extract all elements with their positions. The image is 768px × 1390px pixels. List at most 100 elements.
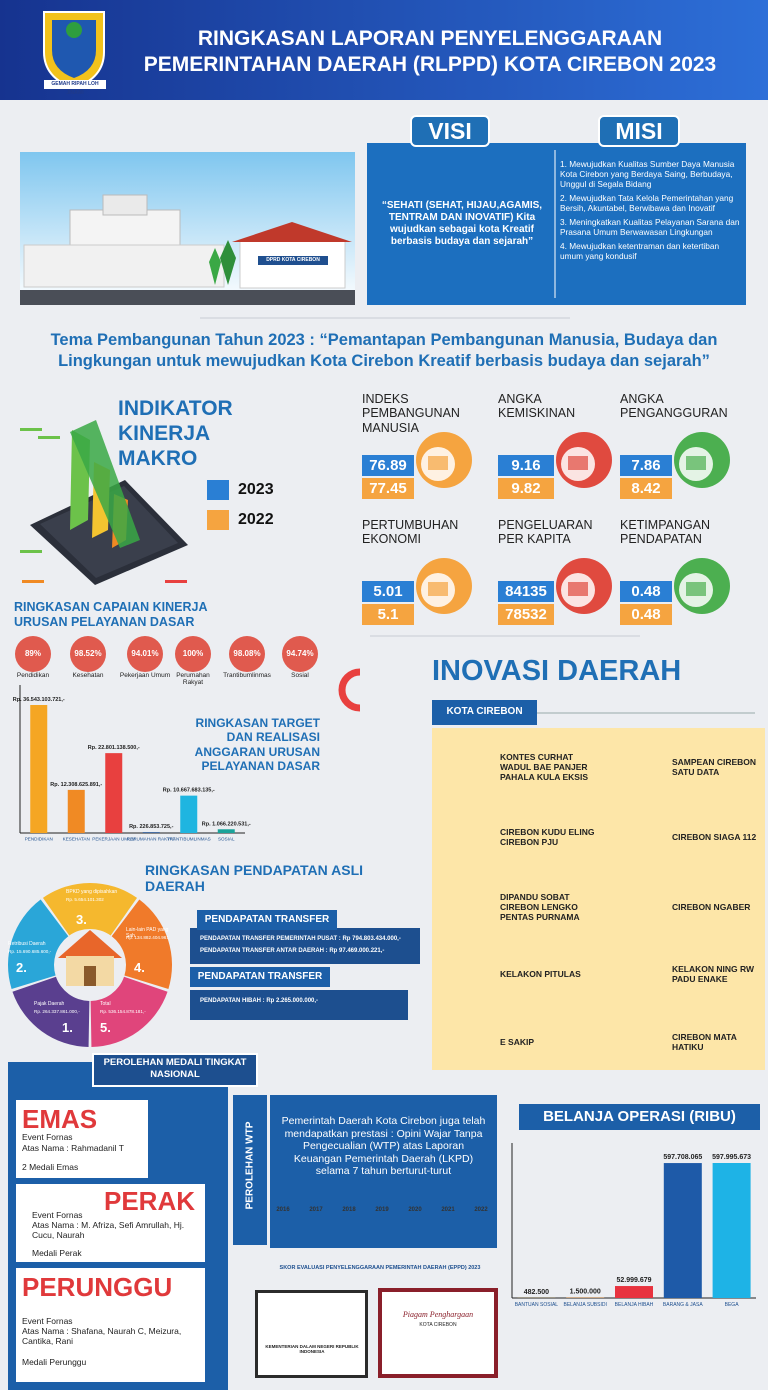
- capaian-label: Perumahan Rakyat: [176, 672, 210, 687]
- logo-motto-band: [44, 80, 106, 89]
- value-2022-box: [620, 604, 672, 625]
- capaian-value: 89%: [24, 649, 41, 658]
- bar-value-label: 52.999.679: [616, 1277, 651, 1284]
- legend-label: 2023: [238, 481, 274, 498]
- wtp-side: [233, 1095, 267, 1245]
- medal-name: PERUNGGU: [22, 1272, 173, 1302]
- value-2023-box: [498, 581, 554, 602]
- x-tick-label: BARANG & JASA: [663, 1302, 703, 1308]
- bar-value-label: Rp. 12.308.625.891,-: [50, 782, 102, 788]
- bar-value-label: Rp. 1.066.220.531,-: [202, 821, 251, 827]
- cert-left: [255, 1290, 368, 1378]
- misi-list: 1. Mewujudkan Kualitas Sumber Daya Manus…: [560, 159, 742, 300]
- inovasi-tab-label: KOTA CIREBON: [446, 706, 523, 717]
- indicator-2022: 0.48: [631, 606, 661, 623]
- wtp-year: 2018: [342, 1207, 356, 1213]
- transfer-box: [190, 928, 420, 964]
- visi-text: “SEHATI (SEHAT, HIJAU,AGAMIS, TENTRAM DA…: [381, 200, 543, 247]
- building-roof: [232, 222, 352, 242]
- inovasi-panel: [432, 728, 765, 1070]
- indicator-2022: 78532: [505, 606, 547, 623]
- belanja-title-box: [519, 1104, 760, 1130]
- house-roof: [58, 930, 122, 958]
- pad-amount: Rp. 264.337.861.000,-: [34, 1009, 80, 1014]
- pad-amount: Rp. 134.882.404.961: [126, 935, 169, 940]
- capaian-circle: [15, 636, 51, 672]
- cert-title: Piagam Penghargaan: [402, 1310, 474, 1319]
- header-title: RINGKASAN LAPORAN PENYELENGGARAAN: [197, 27, 663, 50]
- chart-title: BELANJA OPERASI (RIBU): [543, 1108, 736, 1125]
- bar: [142, 832, 160, 833]
- pad-label: Total: [100, 1001, 111, 1007]
- pad-segment: [90, 976, 168, 1047]
- illus-dash: [22, 580, 44, 583]
- cert-right: [378, 1288, 498, 1378]
- bar-value-label: Rp. 10.667.683.135,-: [163, 788, 215, 794]
- road: [20, 290, 355, 305]
- wtp-year: 2017: [309, 1207, 323, 1213]
- pad-title: RINGKASAN PENDAPATAN ASLI DAERAH: [145, 862, 364, 895]
- inovasi-item: KELAKON PITULAS: [500, 968, 581, 979]
- capaian-circle: [127, 636, 163, 672]
- pad-number: 1.: [62, 1020, 73, 1035]
- inovasi-item: CIREBON KUDU ELING CIREBON PJU: [500, 826, 595, 847]
- tree: [220, 240, 236, 285]
- indicator-2022: 9.82: [511, 480, 541, 497]
- pad-label: Pajak Daerah: [34, 1001, 65, 1007]
- bar: [663, 1163, 702, 1298]
- misi-item: 3. Meningkatkan Kualitas Pelayanan Saran…: [560, 216, 740, 237]
- indicator-2023: 76.89: [369, 457, 407, 474]
- bar: [615, 1286, 653, 1298]
- house-door: [84, 966, 96, 986]
- indicator-icon-glyph: [428, 456, 448, 470]
- indicator-2022: 5.1: [377, 606, 399, 623]
- chart-title: RINGKASAN TARGET DAN REALISASI ANGGARAN …: [194, 716, 320, 774]
- pad-number: 5.: [100, 1020, 111, 1035]
- medal-event: Event Fornas: [32, 1210, 83, 1220]
- bar: [67, 789, 85, 833]
- bar-value-label: Rp. 226.853.725,-: [129, 824, 174, 830]
- medal-names: Atas Nama : Shafana, Naurah C, Meizura, …: [22, 1326, 182, 1347]
- illus-arrow: [70, 420, 140, 548]
- tree: [209, 248, 221, 285]
- wtp-side-label: PEROLEHAN WTP: [244, 1121, 256, 1210]
- misi-item: 1. Mewujudkan Kualitas Sumber Daya Manus…: [560, 159, 735, 189]
- value-2023-box: [620, 581, 672, 602]
- value-2023-box: [362, 581, 414, 602]
- medali-heading-box: [92, 1053, 258, 1087]
- indicator-2022: 8.42: [631, 480, 661, 497]
- indicator-2023: 9.16: [511, 457, 541, 474]
- value-2023-box: [362, 455, 414, 476]
- x-tick-label: TRANTIBUMLINMAS: [167, 837, 211, 842]
- value-2022-box: [498, 604, 554, 625]
- pad-segment: [7, 899, 69, 989]
- x-tick-label: BEGA: [725, 1302, 740, 1308]
- wtp-year: 2020: [408, 1207, 422, 1213]
- illus-dash: [20, 550, 42, 553]
- capaian-label: Sosial: [291, 672, 309, 679]
- x-tick-label: PERUMAHAN RAKYAT: [127, 837, 176, 842]
- inovasi-item: DIPANDU SOBAT CIREBON LENGKO PENTAS PURN…: [500, 891, 580, 923]
- pad-segment: [111, 899, 172, 989]
- inovasi-item: KONTES CURHAT WADUL BAE PANJER PAHALA KU…: [500, 751, 588, 783]
- indicator-label: ANGKA PENGANGGURAN: [620, 392, 728, 421]
- x-tick-label: KESEHATAN: [63, 837, 90, 842]
- transfer-heading: PENDAPATAN TRANSFER: [197, 971, 323, 982]
- capaian-value: 100%: [182, 649, 204, 658]
- indicator-2023: 0.48: [631, 583, 661, 600]
- medal-name: PERAK: [104, 1186, 196, 1216]
- medal-note: 2 Medali Emas: [22, 1162, 79, 1172]
- logo-motto: GEMAH RIPAH LOH JINAWI: [51, 81, 99, 96]
- bar: [180, 795, 198, 833]
- pad-amount: Rp. 5.654.101.302: [66, 897, 104, 902]
- illus-dash: [20, 428, 42, 431]
- medali-heading: PEROLEHAN MEDALI TINGKAT NASIONAL: [103, 1057, 247, 1081]
- indikator-title: INDIKATOR KINERJA MAKRO: [118, 397, 233, 471]
- building-sign: DPRD KOTA CIREBON: [266, 257, 320, 263]
- indicator-2022: 77.45: [369, 480, 407, 497]
- indicator-label: ANGKA KEMISKINAN: [498, 392, 576, 421]
- visi-tab: [410, 115, 490, 147]
- cert-name: KOTA CIREBON: [419, 1322, 457, 1328]
- misi-item: 4. Mewujudkan ketentraman dan ketertiban…: [560, 240, 720, 261]
- inovasi-item: SAMPEAN CIREBON SATU DATA: [672, 756, 757, 777]
